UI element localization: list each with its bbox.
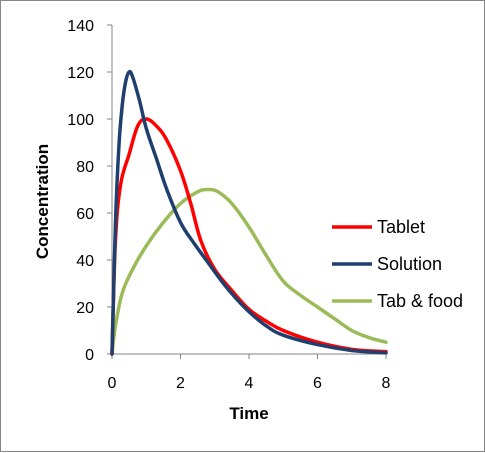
y-tick-label: 100 <box>67 112 94 129</box>
x-axis-title: Time <box>229 404 268 423</box>
legend-label-tab-food: Tab & food <box>377 291 463 311</box>
legend: Tablet Solution Tab & food <box>332 217 463 311</box>
x-tick-label: 6 <box>313 375 322 392</box>
y-tick-label: 140 <box>67 18 94 35</box>
x-tick-label: 0 <box>108 375 117 392</box>
axes: 0 20 40 60 80 100 120 140 0 2 4 6 8 <box>67 18 390 392</box>
series-line-tablet <box>110 117 388 356</box>
legend-label-solution: Solution <box>377 254 442 274</box>
x-tick-label: 4 <box>245 375 254 392</box>
y-tick-label: 60 <box>76 206 94 223</box>
y-axis-title: Concentration <box>33 144 52 259</box>
series-line-solution <box>110 69 388 356</box>
series-layer <box>110 69 388 356</box>
y-tick-label: 120 <box>67 65 94 82</box>
legend-label-tablet: Tablet <box>377 217 425 237</box>
x-tick-label: 2 <box>176 375 185 392</box>
y-tick-label: 0 <box>85 347 94 364</box>
y-tick-label: 80 <box>76 159 94 176</box>
series-line-tab-food <box>110 187 388 356</box>
x-tick-label: 8 <box>382 375 391 392</box>
y-tick-label: 20 <box>76 300 94 317</box>
y-tick-label: 40 <box>76 253 94 270</box>
